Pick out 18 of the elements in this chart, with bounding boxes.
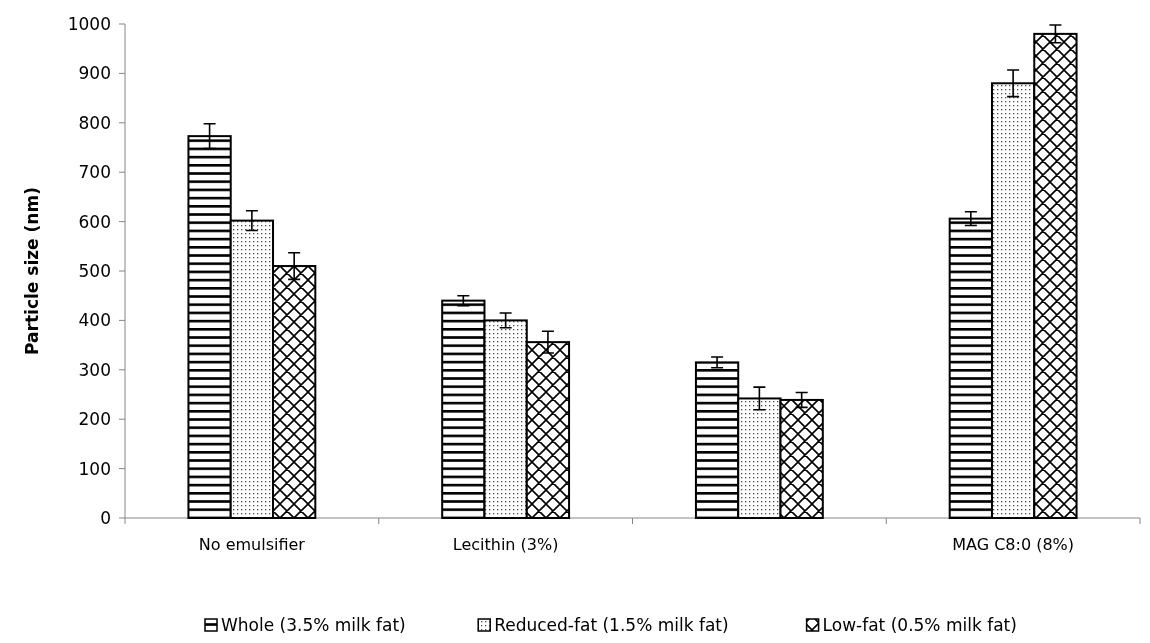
x-tick-label: No emulsifier: [198, 535, 306, 554]
x-tick-label: Lecithin (3%): [452, 535, 559, 554]
legend-label: Whole (3.5% milk fat): [221, 615, 406, 635]
y-tick-label: 100: [78, 458, 111, 479]
y-tick-label: 0: [100, 507, 111, 528]
y-tick-label: 200: [78, 409, 111, 430]
x-tick-label: MAG C8:0 (8%): [952, 535, 1075, 554]
y-tick-label: 500: [78, 260, 111, 281]
y-tick-label: 400: [78, 310, 111, 331]
y-axis-title: Particle size (nm): [22, 187, 42, 355]
legend-label: Reduced-fat (1.5% milk fat): [494, 615, 729, 635]
y-tick-label: 700: [78, 162, 111, 183]
y-tick-label: 600: [78, 211, 111, 232]
y-tick-label: 300: [78, 359, 111, 380]
y-tick-label: 800: [78, 112, 111, 133]
legend-label: Low-fat (0.5% milk fat): [822, 615, 1017, 635]
y-tick-label: 1000: [67, 13, 111, 34]
y-tick-label: 900: [78, 63, 111, 84]
